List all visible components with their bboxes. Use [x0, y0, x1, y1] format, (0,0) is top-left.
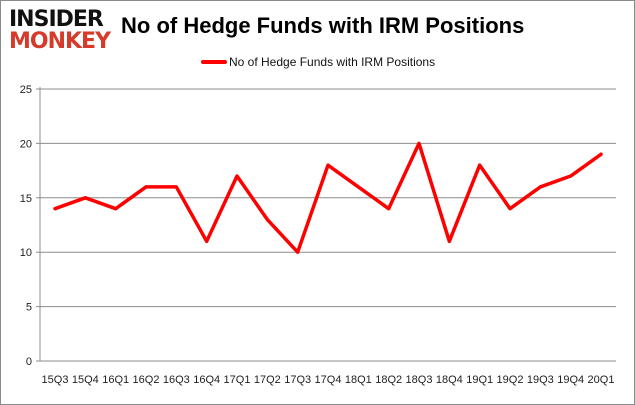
- data-point: [599, 152, 603, 156]
- data-point: [296, 250, 300, 254]
- legend-label: No of Hedge Funds with IRM Positions: [229, 55, 436, 69]
- y-tick-label: 15: [20, 193, 32, 205]
- x-tick-label: 16Q1: [102, 374, 129, 386]
- x-tick-label: 19Q4: [557, 374, 584, 386]
- x-tick-label: 17Q2: [254, 374, 281, 386]
- x-tick-label: 19Q2: [497, 374, 524, 386]
- insider-monkey-logo: INSIDER MONKEY: [9, 7, 117, 54]
- y-tick-label: 20: [20, 138, 32, 150]
- data-point: [265, 218, 269, 222]
- x-tick-label: 17Q1: [224, 374, 251, 386]
- legend-swatch: [201, 60, 227, 64]
- x-tick-label: 16Q3: [163, 374, 190, 386]
- x-tick-label: 19Q1: [466, 374, 493, 386]
- y-tick-label: 25: [20, 84, 32, 96]
- data-point: [144, 185, 148, 189]
- data-point: [83, 196, 87, 200]
- x-tick-label: 16Q4: [193, 374, 220, 386]
- x-tick-label: 16Q2: [133, 374, 160, 386]
- y-tick-label: 5: [26, 302, 32, 314]
- y-tick-label: 0: [26, 356, 32, 368]
- x-tick-label: 19Q3: [527, 374, 554, 386]
- data-point: [569, 174, 573, 178]
- data-point: [538, 185, 542, 189]
- data-point: [417, 141, 421, 145]
- y-tick-label: 10: [20, 247, 32, 259]
- logo-line1: INSIDER: [9, 7, 104, 32]
- data-point: [387, 207, 391, 211]
- x-tick-label: 18Q2: [375, 374, 402, 386]
- data-point: [478, 163, 482, 167]
- x-tick-label: 18Q1: [345, 374, 372, 386]
- x-tick-label: 20Q1: [588, 374, 615, 386]
- x-tick-label: 18Q3: [406, 374, 433, 386]
- x-tick-label: 17Q4: [315, 374, 342, 386]
- data-point: [356, 185, 360, 189]
- data-point: [53, 207, 57, 211]
- x-tick-label: 17Q3: [284, 374, 311, 386]
- data-point: [205, 239, 209, 243]
- chart-title: No of Hedge Funds with IRM Positions: [121, 13, 525, 38]
- data-point: [447, 239, 451, 243]
- data-point: [174, 185, 178, 189]
- data-point: [235, 174, 239, 178]
- x-tick-label: 15Q3: [42, 374, 69, 386]
- legend: No of Hedge Funds with IRM Positions: [201, 55, 435, 69]
- data-point: [114, 207, 118, 211]
- data-point: [508, 207, 512, 211]
- data-point: [326, 163, 330, 167]
- logo-line2: MONKEY: [9, 29, 111, 54]
- x-tick-label: 15Q4: [72, 374, 99, 386]
- x-tick-label: 18Q4: [436, 374, 463, 386]
